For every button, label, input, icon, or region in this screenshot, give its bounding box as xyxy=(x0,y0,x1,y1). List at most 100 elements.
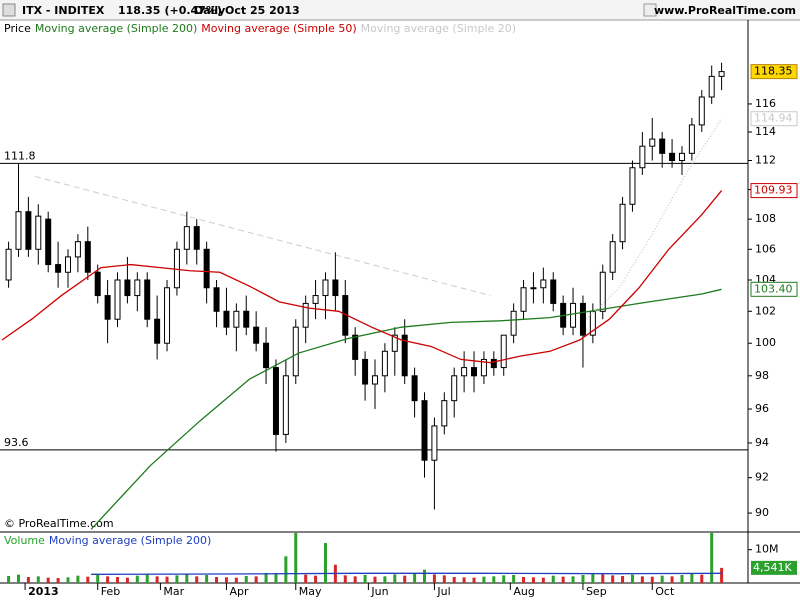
window-icon[interactable] xyxy=(643,3,657,17)
candle-body xyxy=(550,279,557,304)
y-tick-label: 98 xyxy=(755,369,769,382)
volume-bar xyxy=(195,576,199,583)
x-tick-label: Sep xyxy=(586,585,607,598)
candle-body xyxy=(65,256,71,273)
candle-body xyxy=(678,152,685,162)
x-tick-label: 2013 xyxy=(28,585,59,598)
price-box xyxy=(750,281,798,297)
volume-bar xyxy=(452,577,456,583)
moving-average-line xyxy=(1,190,723,364)
volume-bar xyxy=(660,575,664,583)
volume-bar xyxy=(343,575,347,583)
price-box-label: 103.40 xyxy=(754,282,793,295)
volume-bar xyxy=(512,575,516,583)
volume-bar xyxy=(274,573,278,583)
candle-body xyxy=(718,71,725,77)
volume-bar xyxy=(215,577,219,583)
legend-entry: Moving average (Simple 20) xyxy=(361,22,516,35)
candle-body xyxy=(243,310,250,328)
legend-entry: Moving average (Simple 50) xyxy=(201,22,356,35)
watermark: © ProRealTime.com xyxy=(4,517,114,530)
symbol: ITX - INDITEX xyxy=(22,4,105,17)
volume-bar xyxy=(472,577,476,583)
candle-body xyxy=(659,138,666,154)
volume-bar xyxy=(264,573,268,583)
volume-bar xyxy=(106,576,110,583)
candle-body xyxy=(5,248,12,281)
volume-bar xyxy=(551,575,555,583)
candle-body xyxy=(124,279,131,297)
candle-body xyxy=(381,350,388,377)
volume-bar xyxy=(591,573,595,583)
date: Oct 25 2013 xyxy=(225,4,300,17)
price-box-label: 109.93 xyxy=(754,184,793,197)
candle-body xyxy=(619,203,626,243)
volume-box xyxy=(751,560,797,575)
candle-body xyxy=(500,334,507,369)
volume-bar xyxy=(294,533,298,583)
candle-body xyxy=(164,287,171,344)
candle-body xyxy=(45,218,52,266)
candle-body xyxy=(441,400,448,427)
volume-bar xyxy=(96,575,100,583)
volume-bar xyxy=(670,576,674,583)
candle-body xyxy=(510,310,517,336)
candle-body xyxy=(134,279,141,297)
volume-bar xyxy=(601,574,605,583)
volume-bar xyxy=(690,574,694,583)
volume-bar xyxy=(205,575,209,583)
candle-body xyxy=(490,358,497,369)
y-tick-label: 10M xyxy=(755,543,779,556)
volume-bar xyxy=(16,574,20,583)
candle-body xyxy=(461,367,468,377)
x-tick-label: Aug xyxy=(513,585,534,598)
y-tick-label: 94 xyxy=(755,436,769,449)
volume-bar xyxy=(304,574,308,583)
moving-average-line xyxy=(585,118,723,320)
volume-bar xyxy=(680,575,684,583)
volume-bar xyxy=(710,533,714,583)
volume-bar xyxy=(86,576,90,583)
volume-bar xyxy=(482,576,486,583)
candle-body xyxy=(263,342,270,369)
volume-bar xyxy=(284,556,288,583)
x-tick-label: Mar xyxy=(163,585,184,598)
volume-bar xyxy=(403,575,407,583)
price-box xyxy=(750,183,798,199)
legend-entry: Price xyxy=(4,22,31,35)
volume-bar xyxy=(165,576,169,583)
x-tick-label: Jul xyxy=(436,585,450,598)
candle-body xyxy=(649,138,656,147)
volume-bar xyxy=(135,575,139,583)
candle-body xyxy=(223,310,230,328)
volume-bar xyxy=(116,577,120,583)
volume-bar xyxy=(254,576,258,583)
candle-body xyxy=(15,211,22,250)
volume-bar xyxy=(26,577,30,583)
candle-body xyxy=(203,248,210,289)
volume-bar xyxy=(36,576,40,583)
candle-body xyxy=(480,358,487,377)
candle-body xyxy=(193,226,200,250)
candle-body xyxy=(451,375,458,402)
volume-bar xyxy=(650,576,654,583)
candle-body xyxy=(401,334,408,377)
horizontal-line-label: 93.6 xyxy=(4,436,29,449)
y-tick-label: 100 xyxy=(755,336,776,349)
candle-body xyxy=(530,287,537,290)
candle-body xyxy=(421,400,428,461)
candle-body xyxy=(362,358,369,385)
volume-bar xyxy=(442,575,446,583)
volume-bar xyxy=(393,574,397,583)
volume-bar xyxy=(462,577,466,583)
moving-average-line xyxy=(90,288,722,530)
candle-body xyxy=(55,264,62,273)
horizontal-line-label: 111.8 xyxy=(4,149,36,162)
menu-icon[interactable] xyxy=(2,3,16,17)
legend-entry: Moving average (Simple 200) xyxy=(49,534,211,547)
volume-bar xyxy=(423,569,427,583)
candle-body xyxy=(282,375,289,435)
candle-body xyxy=(411,375,418,402)
